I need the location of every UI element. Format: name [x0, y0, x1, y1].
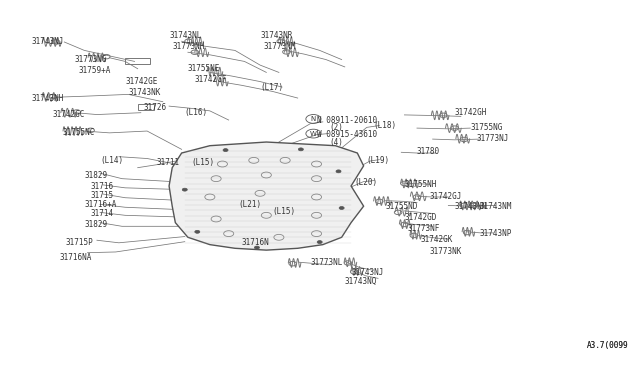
Text: 31742GH: 31742GH — [454, 108, 487, 117]
Text: 31743NP: 31743NP — [480, 229, 512, 238]
Circle shape — [298, 148, 303, 151]
Text: A3.7(0099: A3.7(0099 — [586, 341, 628, 350]
Text: W 08915-43610: W 08915-43610 — [317, 130, 377, 139]
Circle shape — [255, 246, 259, 249]
Text: 31743NQ: 31743NQ — [345, 277, 377, 286]
Text: 31742GJ: 31742GJ — [429, 192, 462, 202]
Text: 31715P: 31715P — [65, 238, 93, 247]
Text: 31742GC: 31742GC — [53, 110, 85, 119]
Text: 31742GD: 31742GD — [404, 213, 436, 222]
Text: (L20): (L20) — [354, 178, 378, 187]
Text: W: W — [310, 131, 317, 137]
Text: 31715: 31715 — [91, 191, 114, 200]
Text: 31755NG: 31755NG — [470, 123, 502, 132]
Text: 31829: 31829 — [84, 220, 108, 229]
Text: 31743NR: 31743NR — [260, 31, 292, 40]
Text: 31773NL: 31773NL — [310, 259, 342, 267]
Text: 31773NM: 31773NM — [263, 42, 296, 51]
Text: 31743NK: 31743NK — [128, 88, 161, 97]
Text: (L16): (L16) — [185, 108, 208, 117]
Text: A3.7(0099: A3.7(0099 — [586, 341, 628, 350]
Circle shape — [336, 170, 341, 173]
Circle shape — [182, 188, 188, 191]
Text: 31743NL: 31743NL — [169, 31, 202, 40]
Text: 31743NJ: 31743NJ — [351, 267, 383, 277]
Text: 31755NH: 31755NH — [404, 180, 436, 189]
Text: 31755NE: 31755NE — [188, 64, 220, 73]
Text: 31743NM: 31743NM — [480, 202, 512, 211]
Text: 31780: 31780 — [417, 147, 440, 156]
Text: (L18): (L18) — [373, 121, 396, 130]
Text: 31714: 31714 — [91, 209, 114, 218]
Text: 31755NC: 31755NC — [62, 128, 95, 137]
Text: 31742GE: 31742GE — [125, 77, 157, 86]
Text: 31829: 31829 — [84, 170, 108, 180]
Text: (L14): (L14) — [100, 156, 123, 165]
Text: (L15): (L15) — [273, 207, 296, 216]
Circle shape — [195, 230, 200, 233]
Text: 31755ND: 31755ND — [385, 202, 418, 211]
Text: (2): (2) — [329, 123, 343, 132]
Text: (L19): (L19) — [367, 156, 390, 165]
PathPatch shape — [169, 142, 364, 250]
Text: (4): (4) — [329, 138, 343, 147]
Text: 31726: 31726 — [144, 103, 167, 112]
Circle shape — [339, 206, 344, 209]
Bar — [125, 58, 150, 64]
Text: 31742GK: 31742GK — [420, 235, 452, 244]
Text: 31716NA: 31716NA — [60, 253, 92, 262]
Text: (L15): (L15) — [191, 158, 214, 167]
Text: N: N — [311, 116, 316, 122]
Text: 31773NK: 31773NK — [429, 247, 462, 256]
Text: N 08911-20610: N 08911-20610 — [317, 116, 377, 125]
Text: 31773NJ: 31773NJ — [477, 134, 509, 143]
Text: 31743NH: 31743NH — [31, 93, 63, 103]
Text: 31773NH: 31773NH — [172, 42, 205, 51]
Text: 31716: 31716 — [91, 182, 114, 190]
Text: 31773NG: 31773NG — [75, 55, 108, 64]
Text: (L17): (L17) — [260, 83, 283, 92]
Text: 31711: 31711 — [157, 158, 180, 167]
Text: 31742GF: 31742GF — [194, 75, 227, 84]
Text: (L21): (L21) — [238, 200, 261, 209]
Text: 31716+A: 31716+A — [84, 200, 116, 209]
Text: 31743NJ: 31743NJ — [31, 37, 63, 46]
Circle shape — [223, 149, 228, 151]
Bar — [138, 104, 154, 110]
Text: 31773NF: 31773NF — [408, 224, 440, 232]
Text: 31743NN: 31743NN — [454, 202, 487, 211]
Text: 31759+A: 31759+A — [78, 66, 111, 75]
Circle shape — [317, 241, 322, 244]
Text: 31716N: 31716N — [241, 238, 269, 247]
